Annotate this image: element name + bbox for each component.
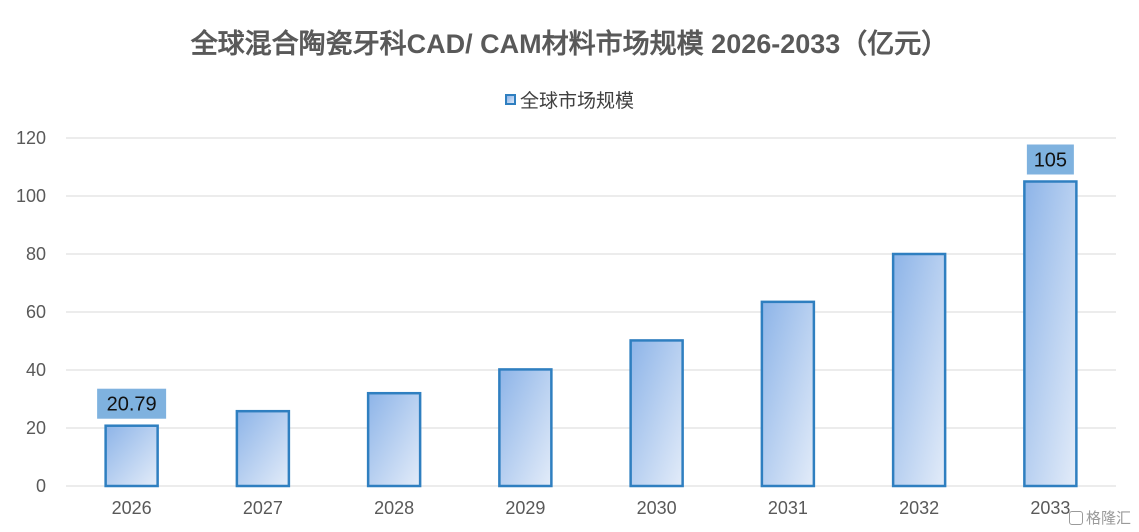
y-tick-label: 0: [36, 476, 46, 496]
bar: [891, 252, 947, 488]
legend: 全球市场规模: [0, 86, 1139, 113]
x-tick-label: 2031: [768, 498, 808, 518]
bar: [235, 409, 291, 488]
watermark-text: 格隆汇: [1085, 510, 1131, 527]
bar: [104, 424, 159, 488]
data-label-background: [1026, 144, 1074, 175]
x-axis-ticks: 2026 2027 2028 2029 2030 2031 2032 2033: [112, 498, 1071, 518]
watermark: 格隆汇: [1068, 507, 1131, 528]
bar: [366, 391, 422, 488]
data-labels: 20.79 105: [97, 144, 1074, 419]
data-label: 105: [1034, 150, 1067, 172]
y-tick-label: 20: [26, 418, 46, 438]
bars: [104, 180, 1078, 488]
bar: [1023, 180, 1078, 488]
x-tick-label: 2032: [899, 498, 939, 518]
x-tick-label: 2033: [1030, 498, 1070, 518]
x-tick-label: 2030: [637, 498, 677, 518]
x-tick-label: 2028: [374, 498, 414, 518]
data-label: 20.79: [107, 394, 157, 416]
bar: [498, 368, 553, 488]
x-tick-label: 2026: [112, 498, 152, 518]
bar: [760, 300, 816, 488]
x-tick-label: 2027: [243, 498, 283, 518]
gridlines: [66, 137, 1116, 487]
y-tick-label: 100: [16, 186, 46, 206]
bar: [629, 339, 684, 488]
data-label-background: [97, 388, 167, 419]
legend-label: 全球市场规模: [519, 91, 634, 112]
chart-title: 全球混合陶瓷牙科CAD/ CAM材料市场规模 2026-2033（亿元）: [190, 29, 949, 59]
x-tick-label: 2029: [505, 498, 545, 518]
legend-swatch: [504, 94, 516, 105]
y-tick-label: 60: [26, 302, 46, 322]
logo-icon: [1068, 511, 1083, 525]
y-tick-label: 40: [26, 360, 46, 380]
y-axis-ticks: 0 20 40 60 80 100 120: [16, 128, 46, 496]
y-tick-label: 80: [26, 244, 46, 264]
y-tick-label: 120: [16, 128, 46, 148]
